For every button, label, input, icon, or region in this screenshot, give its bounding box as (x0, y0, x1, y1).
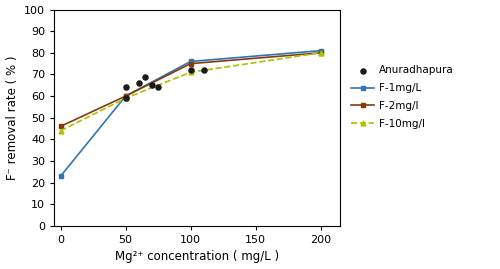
Anuradhapura (134, 81, 142, 85)
Y-axis label: F⁻ removal rate ( % ): F⁻ removal rate ( % ) (6, 55, 18, 180)
F-10mg/l (58, 129, 64, 132)
F-10mg/l (188, 71, 194, 74)
Line: F-2mg/l: F-2mg/l (58, 50, 323, 129)
F-10mg/l (122, 97, 128, 100)
Line: F-1mg/L: F-1mg/L (58, 48, 323, 179)
F-1mg/L (188, 60, 194, 63)
Anuradhapura (148, 83, 156, 87)
Anuradhapura (200, 68, 207, 72)
X-axis label: Mg²⁺ concentration ( mg/L ): Mg²⁺ concentration ( mg/L ) (115, 250, 279, 263)
Anuradhapura (154, 85, 162, 90)
Legend: Anuradhapura, F-1mg/L, F-2mg/l, F-10mg/l: Anuradhapura, F-1mg/L, F-2mg/l, F-10mg/l (348, 62, 457, 132)
F-2mg/l (58, 125, 64, 128)
Anuradhapura (186, 68, 194, 72)
Anuradhapura (122, 85, 130, 90)
F-1mg/L (122, 94, 128, 98)
Line: F-10mg/l: F-10mg/l (58, 50, 323, 133)
F-2mg/l (318, 51, 324, 54)
Anuradhapura (122, 96, 130, 100)
F-1mg/L (58, 175, 64, 178)
F-2mg/l (122, 94, 128, 98)
F-2mg/l (188, 62, 194, 65)
F-1mg/L (318, 49, 324, 52)
Anuradhapura (141, 75, 149, 79)
F-10mg/l (318, 51, 324, 54)
